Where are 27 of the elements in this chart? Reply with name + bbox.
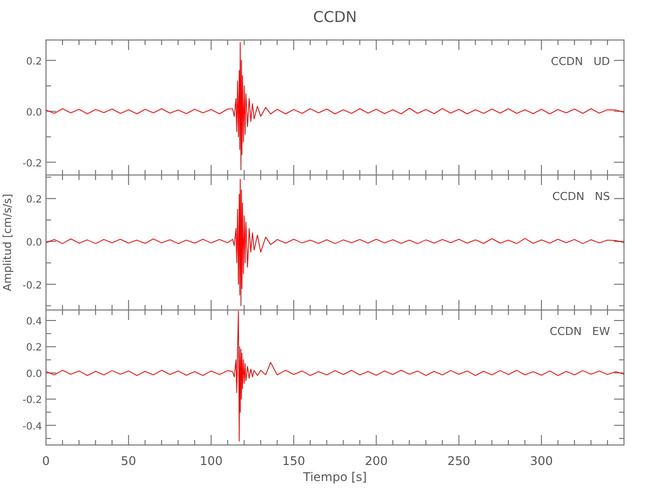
x-tick-label: 100: [200, 454, 223, 468]
y-tick-label: -0.2: [22, 158, 42, 170]
y-tick-label: 0.4: [26, 316, 42, 328]
line-series: [46, 310, 624, 442]
y-tick-label: 0.2: [26, 56, 42, 68]
y-tick-label: -0.4: [22, 421, 42, 432]
y-tick-label: 0.0: [26, 107, 42, 118]
y-axis-title: Amplitud [cm/s/s]: [1, 194, 14, 292]
x-tick-label: 150: [282, 454, 306, 468]
y-tick-label: 0.0: [26, 368, 42, 380]
line-series: [46, 42, 624, 170]
y-tick-label: 0.2: [26, 342, 42, 354]
y-tick-label: 0.2: [26, 194, 42, 206]
chart-title: CCDN: [313, 8, 357, 26]
x-tick-label: 50: [120, 454, 136, 468]
x-axis-title: Tiempo [s]: [302, 470, 367, 484]
y-tick-label: -0.2: [22, 395, 42, 406]
y-tick-label: 0.0: [26, 237, 42, 248]
x-tick-label: 250: [447, 454, 470, 468]
x-tick-label: 0: [42, 454, 50, 468]
y-tick-label: -0.2: [22, 280, 42, 292]
x-tick-label: 300: [530, 454, 553, 468]
line-series: [46, 178, 624, 306]
annotation: CCDN NS: [552, 190, 610, 203]
annotation: CCDN UD: [550, 55, 610, 68]
x-tick-label: 200: [364, 454, 388, 468]
annotation: CCDN EW: [550, 325, 610, 338]
